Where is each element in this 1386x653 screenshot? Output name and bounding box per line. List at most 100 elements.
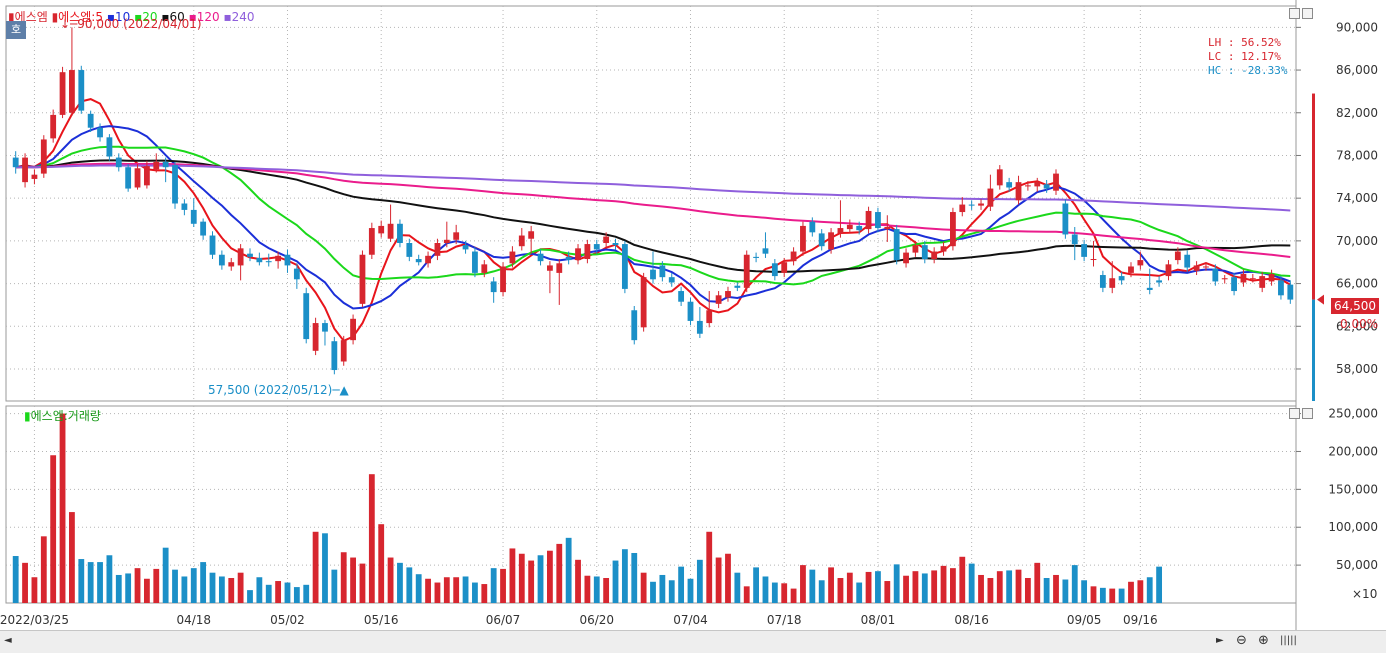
volume-bar[interactable]	[22, 562, 28, 603]
candle-body[interactable]	[593, 244, 600, 250]
candle-body[interactable]	[1240, 273, 1247, 283]
volume-bar[interactable]	[565, 537, 572, 603]
candle-body[interactable]	[1071, 234, 1078, 245]
volume-bar[interactable]	[1081, 580, 1088, 603]
candle-body[interactable]	[397, 223, 403, 243]
volume-bar[interactable]	[846, 572, 853, 603]
candle-body[interactable]	[1015, 182, 1022, 201]
volume-bar[interactable]	[425, 578, 431, 603]
volume-bar[interactable]	[734, 572, 741, 603]
volume-bar[interactable]	[800, 565, 806, 603]
candle-body[interactable]	[1043, 184, 1050, 189]
candle-body[interactable]	[1156, 280, 1163, 283]
volume-bar[interactable]	[350, 557, 356, 603]
volume-bar[interactable]	[143, 578, 150, 603]
candle-body[interactable]	[228, 262, 235, 267]
candle-body[interactable]	[190, 209, 197, 224]
candle-body[interactable]	[1174, 251, 1181, 261]
candle-body[interactable]	[181, 203, 188, 210]
candle-body[interactable]	[1109, 278, 1116, 288]
volume-bar[interactable]	[172, 569, 178, 603]
candle-body[interactable]	[443, 239, 450, 243]
candle-body[interactable]	[603, 236, 610, 243]
volume-bar[interactable]	[500, 568, 506, 603]
candle-body[interactable]	[368, 228, 375, 255]
volume-bar[interactable]	[200, 562, 207, 603]
volume-bar[interactable]	[322, 533, 328, 603]
volume-bar[interactable]	[397, 562, 403, 603]
candle-body[interactable]	[1128, 266, 1134, 273]
volume-bar[interactable]	[218, 576, 225, 603]
volume-bar[interactable]	[875, 571, 881, 603]
volume-bar[interactable]	[87, 562, 94, 603]
candle-body[interactable]	[875, 212, 881, 229]
volume-bar[interactable]	[275, 581, 282, 603]
volume-bar[interactable]	[209, 572, 216, 603]
candle-body[interactable]	[790, 251, 797, 262]
candle-body[interactable]	[12, 157, 19, 168]
candle-body[interactable]	[40, 139, 47, 174]
candle-body[interactable]	[678, 291, 685, 302]
candle-body[interactable]	[950, 212, 956, 247]
candle-body[interactable]	[172, 165, 178, 204]
volume-bar[interactable]	[753, 567, 760, 603]
volume-bar[interactable]	[134, 568, 141, 603]
volume-bar[interactable]	[387, 557, 394, 603]
volume-bar[interactable]	[406, 567, 413, 603]
volume-bar[interactable]	[359, 563, 366, 603]
candle-body[interactable]	[1024, 185, 1031, 187]
volume-bar[interactable]	[69, 512, 75, 603]
volume-bar[interactable]	[237, 572, 244, 603]
bar-count-icon[interactable]: |||||	[1280, 635, 1297, 646]
candle-body[interactable]	[509, 251, 516, 264]
volume-bar[interactable]	[472, 582, 478, 603]
candle-body[interactable]	[500, 266, 506, 293]
volume-bar[interactable]	[865, 571, 872, 603]
candle-body[interactable]	[696, 320, 703, 334]
candle-body[interactable]	[537, 253, 544, 262]
volume-bar[interactable]	[443, 577, 450, 603]
candle-body[interactable]	[87, 113, 94, 128]
candle-body[interactable]	[846, 224, 853, 230]
volume-pane-minimize-button[interactable]	[1289, 408, 1300, 419]
volume-bar[interactable]	[162, 547, 169, 603]
candle-body[interactable]	[406, 243, 413, 257]
candle-body[interactable]	[275, 255, 282, 262]
volume-bar[interactable]	[884, 581, 891, 603]
candle-body[interactable]	[378, 225, 385, 234]
candle-body[interactable]	[247, 253, 253, 257]
volume-bar[interactable]	[668, 580, 675, 603]
candle-body[interactable]	[359, 254, 366, 304]
volume-bar[interactable]	[518, 553, 525, 603]
volume-bar[interactable]	[59, 413, 66, 603]
candle-body[interactable]	[575, 248, 581, 261]
candle-body[interactable]	[659, 265, 666, 278]
candle-body[interactable]	[987, 188, 994, 207]
candle-body[interactable]	[1034, 182, 1041, 187]
candle-body[interactable]	[518, 235, 525, 247]
volume-bar[interactable]	[125, 573, 132, 603]
horizontal-scrollbar[interactable]: ◄ ► ⊖ ⊕ |||||	[0, 630, 1386, 653]
candle-body[interactable]	[771, 263, 778, 277]
volume-bar[interactable]	[1099, 587, 1106, 603]
volume-bar[interactable]	[706, 531, 713, 603]
candle-body[interactable]	[1137, 260, 1144, 266]
candle-body[interactable]	[968, 204, 975, 206]
candle-body[interactable]	[940, 246, 947, 252]
candle-body[interactable]	[218, 254, 225, 266]
candle-body[interactable]	[293, 268, 300, 280]
volume-bar[interactable]	[1015, 569, 1022, 603]
volume-bar[interactable]	[678, 566, 685, 603]
volume-bar[interactable]	[659, 574, 666, 603]
candle-body[interactable]	[668, 277, 675, 283]
candle-body[interactable]	[1081, 244, 1088, 257]
volume-bar[interactable]	[612, 560, 619, 603]
candle-body[interactable]	[828, 232, 834, 250]
volume-pane[interactable]	[5, 405, 1297, 604]
candle-body[interactable]	[125, 167, 132, 189]
volume-bar[interactable]	[584, 575, 591, 603]
candle-body[interactable]	[143, 166, 150, 186]
volume-bar[interactable]	[228, 577, 235, 603]
zoom-in-icon[interactable]: ⊕	[1258, 633, 1269, 648]
volume-bar[interactable]	[265, 584, 272, 603]
